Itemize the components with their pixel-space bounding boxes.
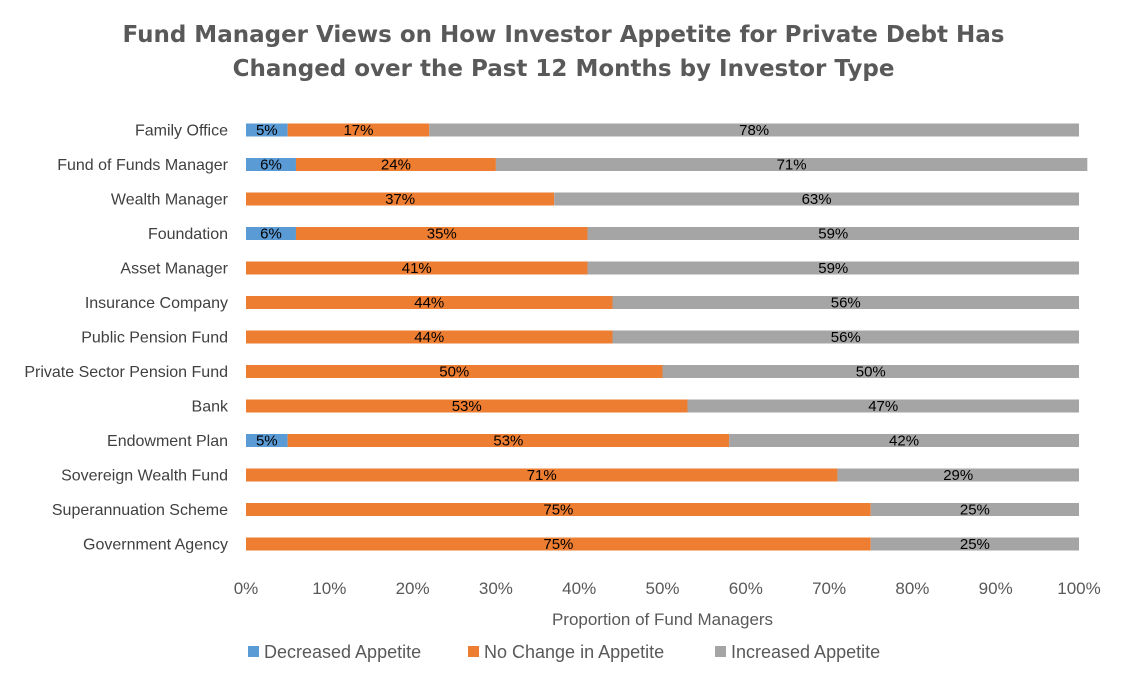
- bar-insurance-company-increased-appetite: [612, 296, 1079, 309]
- data-label-wealth-manager-increased-appetite: 63%: [802, 191, 832, 208]
- bar-sovereign-wealth-fund-no-change-in-appetite: [246, 468, 838, 482]
- bar-private-sector-pension-fund-no-change-in-appetite: [246, 365, 663, 378]
- data-label-family-office-decreased-appetite: 5%: [256, 122, 278, 139]
- data-label-endowment-plan-decreased-appetite: 5%: [256, 433, 278, 450]
- data-label-insurance-company-no-change-in-appetite: 44%: [414, 295, 444, 312]
- category-label-superannuation-scheme: Superannuation Scheme: [52, 502, 228, 519]
- bar-private-sector-pension-fund-increased-appetite: [662, 365, 1079, 378]
- legend-label-increased-appetite: Increased Appetite: [731, 642, 880, 662]
- category-label-bank: Bank: [192, 399, 229, 416]
- bar-endowment-plan-increased-appetite: [729, 434, 1079, 447]
- data-label-endowment-plan-no-change-in-appetite: 53%: [493, 433, 523, 450]
- legend-label-no-change-in-appetite: No Change in Appetite: [484, 642, 664, 662]
- data-label-fund-of-funds-manager-no-change-in-appetite: 24%: [381, 157, 411, 174]
- data-label-bank-increased-appetite: 47%: [868, 398, 898, 415]
- bar-superannuation-scheme-increased-appetite: [870, 503, 1079, 516]
- data-label-private-sector-pension-fund-no-change-in-appetite: 50%: [439, 364, 469, 381]
- category-label-fund-of-funds-manager: Fund of Funds Manager: [57, 157, 228, 174]
- bar-family-office-no-change-in-appetite: [287, 123, 430, 137]
- category-label-asset-manager: Asset Manager: [120, 261, 228, 278]
- legend-label-decreased-appetite: Decreased Appetite: [264, 642, 421, 662]
- category-label-insurance-company: Insurance Company: [85, 295, 228, 312]
- x-tick-label: 100%: [1057, 579, 1100, 598]
- bar-foundation-increased-appetite: [587, 227, 1079, 240]
- bar-superannuation-scheme-no-change-in-appetite: [246, 503, 871, 516]
- data-label-public-pension-fund-no-change-in-appetite: 44%: [414, 329, 444, 346]
- bar-sovereign-wealth-fund-increased-appetite: [837, 468, 1079, 482]
- data-label-foundation-decreased-appetite: 6%: [260, 226, 282, 243]
- data-label-insurance-company-increased-appetite: 56%: [831, 295, 861, 312]
- bar-public-pension-fund-no-change-in-appetite: [246, 330, 613, 344]
- chart-title-line-1: Fund Manager Views on How Investor Appet…: [122, 22, 1005, 48]
- data-label-fund-of-funds-manager-increased-appetite: 71%: [777, 157, 807, 174]
- data-label-endowment-plan-increased-appetite: 42%: [889, 433, 919, 450]
- bar-bank-increased-appetite: [687, 399, 1079, 413]
- bar-wealth-manager-no-change-in-appetite: [246, 192, 555, 206]
- data-label-wealth-manager-no-change-in-appetite: 37%: [385, 191, 415, 208]
- data-label-public-pension-fund-increased-appetite: 56%: [831, 329, 861, 346]
- bar-foundation-decreased-appetite: [246, 227, 296, 240]
- data-label-asset-manager-no-change-in-appetite: 41%: [402, 260, 432, 277]
- x-tick-label: 70%: [812, 579, 846, 598]
- category-label-endowment-plan: Endowment Plan: [107, 433, 228, 450]
- bar-wealth-manager-increased-appetite: [554, 192, 1079, 206]
- bar-family-office-increased-appetite: [429, 123, 1079, 137]
- category-label-family-office: Family Office: [135, 123, 228, 140]
- data-label-fund-of-funds-manager-decreased-appetite: 6%: [260, 157, 282, 174]
- bar-fund-of-funds-manager-decreased-appetite: [246, 158, 296, 171]
- chart-title: Fund Manager Views on How Investor Appet…: [0, 18, 1127, 86]
- x-tick-label: 60%: [729, 579, 763, 598]
- category-label-sovereign-wealth-fund: Sovereign Wealth Fund: [61, 468, 228, 485]
- x-tick-label: 90%: [979, 579, 1013, 598]
- bar-fund-of-funds-manager-increased-appetite: [495, 158, 1088, 171]
- bar-endowment-plan-decreased-appetite: [246, 434, 288, 447]
- data-label-sovereign-wealth-fund-increased-appetite: 29%: [943, 467, 973, 484]
- data-label-superannuation-scheme-no-change-in-appetite: 75%: [543, 502, 573, 519]
- data-label-foundation-increased-appetite: 59%: [818, 226, 848, 243]
- bar-public-pension-fund-increased-appetite: [612, 330, 1079, 344]
- data-label-bank-no-change-in-appetite: 53%: [452, 398, 482, 415]
- x-tick-label: 30%: [479, 579, 513, 598]
- bar-government-agency-no-change-in-appetite: [246, 537, 871, 551]
- x-tick-label: 20%: [396, 579, 430, 598]
- category-label-foundation: Foundation: [148, 226, 228, 243]
- bar-endowment-plan-no-change-in-appetite: [287, 434, 730, 447]
- category-label-public-pension-fund: Public Pension Fund: [81, 330, 228, 347]
- category-label-wealth-manager: Wealth Manager: [111, 192, 229, 209]
- x-tick-label: 80%: [895, 579, 929, 598]
- x-axis-title: Proportion of Fund Managers: [552, 610, 773, 629]
- data-label-sovereign-wealth-fund-no-change-in-appetite: 71%: [527, 467, 557, 484]
- x-tick-label: 0%: [234, 579, 259, 598]
- bar-family-office-decreased-appetite: [246, 123, 288, 137]
- bar-insurance-company-no-change-in-appetite: [246, 296, 613, 309]
- bar-fund-of-funds-manager-no-change-in-appetite: [295, 158, 496, 171]
- legend-swatch-increased-appetite: [715, 646, 726, 657]
- legend-swatch-no-change-in-appetite: [468, 646, 479, 657]
- bar-foundation-no-change-in-appetite: [295, 227, 588, 240]
- category-label-government-agency: Government Agency: [83, 537, 228, 554]
- x-tick-label: 10%: [312, 579, 346, 598]
- x-tick-label: 50%: [645, 579, 679, 598]
- chart-title-line-2: Changed over the Past 12 Months by Inves…: [232, 56, 895, 82]
- bar-bank-no-change-in-appetite: [246, 399, 688, 413]
- data-label-government-agency-no-change-in-appetite: 75%: [543, 536, 573, 553]
- bar-government-agency-increased-appetite: [870, 537, 1079, 551]
- data-label-family-office-no-change-in-appetite: 17%: [343, 122, 373, 139]
- bar-asset-manager-no-change-in-appetite: [246, 261, 588, 275]
- category-label-private-sector-pension-fund: Private Sector Pension Fund: [24, 364, 228, 381]
- data-label-private-sector-pension-fund-increased-appetite: 50%: [856, 364, 886, 381]
- data-label-family-office-increased-appetite: 78%: [739, 122, 769, 139]
- data-label-superannuation-scheme-increased-appetite: 25%: [960, 502, 990, 519]
- x-tick-label: 40%: [562, 579, 596, 598]
- data-label-government-agency-increased-appetite: 25%: [960, 536, 990, 553]
- data-label-foundation-no-change-in-appetite: 35%: [427, 226, 457, 243]
- bar-asset-manager-increased-appetite: [587, 261, 1079, 275]
- data-label-asset-manager-increased-appetite: 59%: [818, 260, 848, 277]
- legend-swatch-decreased-appetite: [248, 646, 259, 657]
